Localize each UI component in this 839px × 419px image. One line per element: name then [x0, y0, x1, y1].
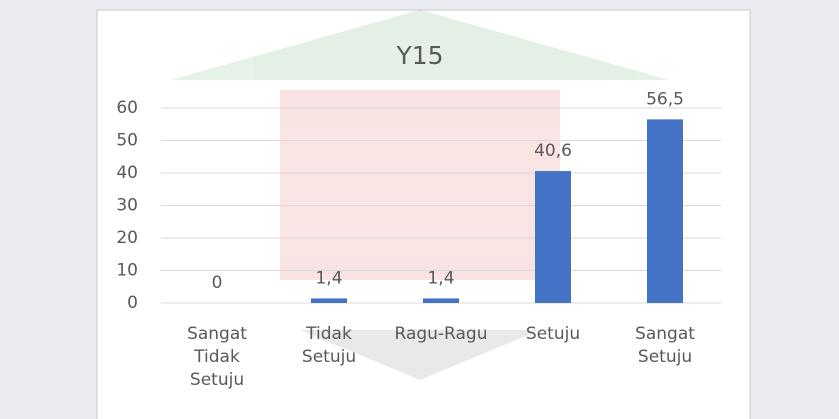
- y-tick-label: 30: [116, 196, 138, 216]
- chart-area: [96, 9, 751, 419]
- x-tick-label: Sangat Tidak Setuju: [187, 324, 247, 390]
- x-tick-label: Tidak Setuju: [301, 324, 357, 367]
- bar: [647, 119, 683, 303]
- chart-title: Y15: [395, 41, 443, 70]
- y-tick-label: 40: [116, 163, 138, 183]
- data-label: 40,6: [534, 141, 572, 161]
- y-tick-label: 20: [116, 228, 138, 248]
- y-tick-label: 10: [116, 261, 138, 281]
- y-tick-label: 0: [127, 293, 138, 313]
- x-tick-label: Sangat Setuju: [635, 324, 695, 367]
- data-label: 1,4: [315, 268, 342, 288]
- x-tick-label: Ragu-Ragu: [394, 324, 488, 344]
- bar: [423, 298, 459, 303]
- data-label: 0: [212, 273, 223, 293]
- bar: [311, 298, 347, 303]
- x-tick-label: Setuju: [525, 324, 581, 344]
- watermark: [170, 10, 670, 380]
- bar: [535, 171, 571, 303]
- y-tick-label: 50: [116, 131, 138, 151]
- y-tick-label: 60: [116, 98, 138, 118]
- data-label: 56,5: [646, 89, 684, 109]
- data-label: 1,4: [427, 268, 454, 288]
